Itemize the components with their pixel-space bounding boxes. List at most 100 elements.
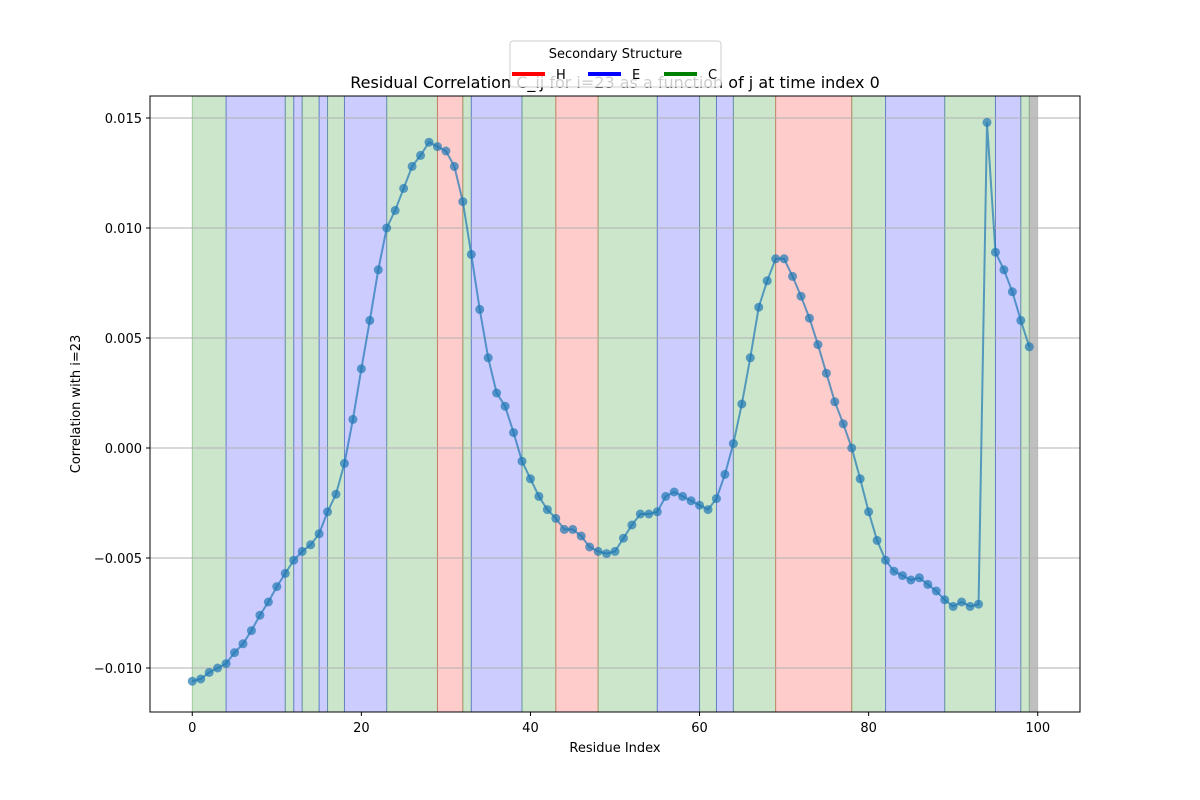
data-point-75: [821, 368, 831, 378]
data-point-59: [686, 496, 696, 506]
data-point-35: [483, 353, 493, 363]
region-H-13: [555, 95, 599, 713]
region-H-19: [775, 95, 853, 713]
data-point-29: [432, 142, 442, 152]
region-C-14: [597, 95, 658, 713]
data-point-6: [238, 639, 248, 649]
data-point-83: [889, 566, 899, 576]
data-point-62: [711, 494, 721, 504]
data-point-98: [1016, 315, 1026, 325]
region-H-9: [436, 95, 464, 713]
data-point-17: [331, 489, 341, 499]
data-point-37: [500, 401, 510, 411]
x-tick-label-0: 0: [188, 721, 196, 736]
region-C-4: [301, 95, 320, 713]
data-point-8: [255, 610, 265, 620]
data-point-12: [289, 555, 299, 565]
data-point-81: [872, 535, 882, 545]
data-point-56: [661, 491, 671, 501]
y-tick-label-5: 0.015: [105, 112, 142, 127]
region-end-25: [1028, 95, 1039, 713]
data-point-57: [669, 487, 679, 497]
data-point-47: [585, 542, 595, 552]
y-tick-label-3: 0.005: [105, 332, 142, 347]
data-point-51: [618, 533, 628, 543]
data-point-23: [382, 223, 392, 233]
data-point-18: [339, 458, 349, 468]
data-point-69: [771, 254, 781, 264]
data-point-10: [272, 582, 282, 592]
region-C-12: [521, 95, 557, 713]
data-point-70: [779, 254, 789, 264]
x-tick-label-4: 80: [860, 721, 877, 736]
data-point-14: [306, 540, 316, 550]
data-point-80: [864, 507, 874, 517]
region-C-10: [462, 95, 472, 713]
data-point-73: [804, 313, 814, 323]
data-point-15: [314, 529, 324, 539]
region-E-17: [715, 95, 734, 713]
data-point-9: [263, 597, 273, 607]
data-point-32: [458, 197, 468, 207]
data-point-34: [475, 304, 485, 314]
data-point-13: [297, 546, 307, 556]
data-point-58: [678, 491, 688, 501]
legend-label-E: E: [632, 68, 640, 83]
data-point-54: [644, 509, 654, 519]
region-E-15: [656, 95, 701, 713]
data-point-42: [542, 505, 552, 515]
data-point-77: [838, 419, 848, 429]
data-point-67: [754, 302, 764, 312]
data-point-68: [762, 276, 772, 286]
region-E-1: [225, 95, 286, 713]
data-point-72: [796, 291, 806, 301]
region-C-8: [386, 95, 438, 713]
y-tick-label-2: 0.000: [105, 442, 142, 457]
data-point-30: [441, 146, 451, 156]
data-point-46: [576, 531, 586, 541]
data-point-63: [720, 469, 730, 479]
data-point-20: [356, 364, 366, 374]
data-point-31: [449, 161, 459, 171]
data-point-84: [897, 571, 907, 581]
structure-regions: [191, 95, 1039, 713]
data-point-28: [424, 137, 434, 147]
data-point-74: [813, 340, 823, 350]
data-point-92: [965, 601, 975, 611]
data-point-11: [280, 568, 290, 578]
data-point-33: [466, 249, 476, 259]
x-axis-label: Residue Index: [569, 741, 661, 756]
data-point-45: [568, 524, 578, 534]
data-point-43: [551, 513, 561, 523]
data-point-82: [881, 555, 891, 565]
data-point-96: [999, 265, 1009, 275]
data-point-89: [940, 595, 950, 605]
y-tick-label-4: 0.010: [105, 222, 142, 237]
data-point-71: [788, 271, 798, 281]
data-point-24: [390, 205, 400, 215]
y-tick-label-1: −0.005: [94, 552, 142, 567]
data-point-7: [246, 626, 256, 636]
region-E-7: [343, 95, 388, 713]
data-point-55: [652, 507, 662, 517]
region-C-20: [851, 95, 887, 713]
data-point-60: [695, 500, 705, 510]
x-tick-label-1: 20: [353, 721, 370, 736]
data-point-52: [627, 520, 637, 530]
data-point-2: [204, 667, 214, 677]
data-point-39: [517, 456, 527, 466]
data-point-19: [348, 414, 358, 424]
data-point-40: [525, 474, 535, 484]
data-point-16: [323, 507, 333, 517]
region-E-3: [293, 95, 303, 713]
data-point-48: [593, 546, 603, 556]
data-point-85: [906, 575, 916, 585]
data-point-5: [230, 648, 240, 658]
legend-title: Secondary Structure: [549, 47, 682, 62]
data-point-26: [407, 161, 417, 171]
data-point-94: [982, 117, 992, 127]
data-point-44: [559, 524, 569, 534]
data-point-64: [728, 439, 738, 449]
